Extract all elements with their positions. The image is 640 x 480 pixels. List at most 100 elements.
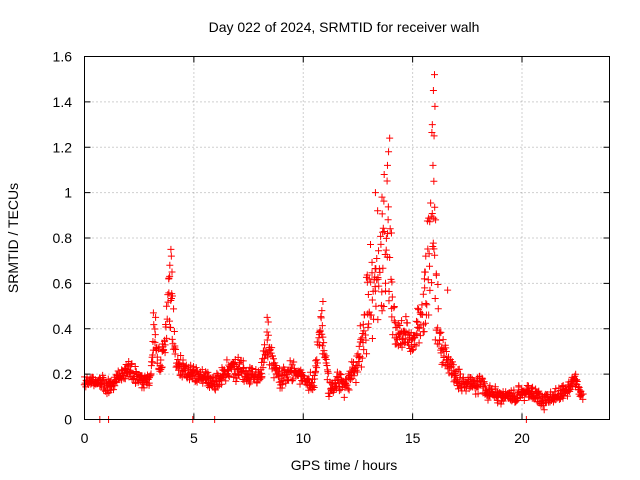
data-point xyxy=(429,87,437,95)
data-point xyxy=(306,368,314,376)
data-points xyxy=(80,71,587,423)
data-point xyxy=(149,309,157,317)
data-point xyxy=(231,370,239,378)
data-point xyxy=(157,356,165,364)
data-point xyxy=(367,278,375,286)
data-point xyxy=(436,336,444,344)
data-point xyxy=(152,313,160,321)
data-point xyxy=(431,203,439,211)
x-axis-label: GPS time / hours xyxy=(291,457,398,473)
data-point xyxy=(371,189,379,197)
data-point xyxy=(270,355,278,363)
data-point xyxy=(345,386,353,394)
data-point xyxy=(382,234,390,242)
x-tick-label: 0 xyxy=(81,430,89,446)
y-tick-label: 1.6 xyxy=(53,49,73,65)
data-point xyxy=(170,328,178,336)
y-tick-label: 1.4 xyxy=(53,94,73,110)
data-point xyxy=(520,397,528,405)
data-point xyxy=(222,377,230,385)
data-point xyxy=(239,357,247,365)
data-point xyxy=(442,344,450,352)
data-point xyxy=(431,251,439,259)
data-point xyxy=(385,287,393,295)
data-point xyxy=(160,346,168,354)
data-point xyxy=(383,161,391,169)
data-point xyxy=(378,307,386,315)
data-point xyxy=(313,359,321,367)
data-point xyxy=(170,305,178,313)
data-point xyxy=(150,321,158,329)
x-tick-labels: 0 5 10 15 20 xyxy=(81,430,530,446)
data-point xyxy=(340,393,348,401)
data-point xyxy=(320,350,328,358)
data-point xyxy=(409,345,417,353)
data-point xyxy=(415,339,423,347)
data-point xyxy=(163,302,171,310)
data-point xyxy=(421,268,429,276)
data-point xyxy=(420,328,428,336)
data-point xyxy=(325,393,333,401)
data-point xyxy=(378,193,386,201)
data-point xyxy=(419,290,427,298)
data-point xyxy=(428,279,436,287)
data-point xyxy=(151,338,159,346)
data-point xyxy=(428,121,436,129)
data-point xyxy=(374,316,382,324)
data-point xyxy=(385,297,393,305)
data-point xyxy=(567,385,575,393)
data-point xyxy=(444,286,452,294)
data-point xyxy=(383,177,391,185)
data-point xyxy=(372,302,380,310)
data-point xyxy=(384,216,392,224)
data-point xyxy=(172,345,180,353)
data-point xyxy=(391,319,399,327)
data-point xyxy=(313,356,321,364)
data-point xyxy=(388,293,396,301)
y-tick-label: 1 xyxy=(64,185,72,201)
data-point xyxy=(456,379,464,387)
data-point xyxy=(364,291,372,299)
data-point xyxy=(428,210,436,218)
data-point xyxy=(360,327,368,335)
data-point xyxy=(263,336,271,344)
data-point xyxy=(364,323,372,331)
data-point xyxy=(259,364,267,372)
data-point xyxy=(361,331,369,339)
data-point xyxy=(430,177,438,185)
data-point xyxy=(335,387,343,395)
data-point xyxy=(355,342,363,350)
data-point xyxy=(290,358,298,366)
data-point xyxy=(358,354,366,362)
data-point xyxy=(380,197,388,205)
data-point xyxy=(337,386,345,394)
data-point xyxy=(214,383,222,391)
data-point xyxy=(434,305,442,313)
data-point xyxy=(413,331,421,339)
data-point xyxy=(347,376,355,384)
data-point xyxy=(258,373,266,381)
data-point xyxy=(384,203,392,211)
data-point xyxy=(365,320,373,328)
data-point xyxy=(224,371,232,379)
data-point xyxy=(352,378,360,386)
data-point xyxy=(386,225,394,233)
data-point xyxy=(396,322,404,330)
y-axis-label: SRMTID / TECUs xyxy=(5,183,21,293)
data-point xyxy=(575,383,583,391)
data-point xyxy=(121,375,129,383)
data-point xyxy=(431,294,439,302)
data-point xyxy=(211,377,219,385)
data-point xyxy=(167,252,175,260)
data-point xyxy=(386,134,394,142)
data-point xyxy=(376,268,384,276)
data-point xyxy=(268,344,276,352)
data-point xyxy=(127,360,135,368)
data-point xyxy=(318,322,326,330)
data-point xyxy=(311,375,319,383)
data-point xyxy=(455,365,463,373)
data-point xyxy=(151,331,159,339)
data-point xyxy=(156,367,164,375)
data-point xyxy=(147,370,155,378)
data-point xyxy=(434,280,442,288)
